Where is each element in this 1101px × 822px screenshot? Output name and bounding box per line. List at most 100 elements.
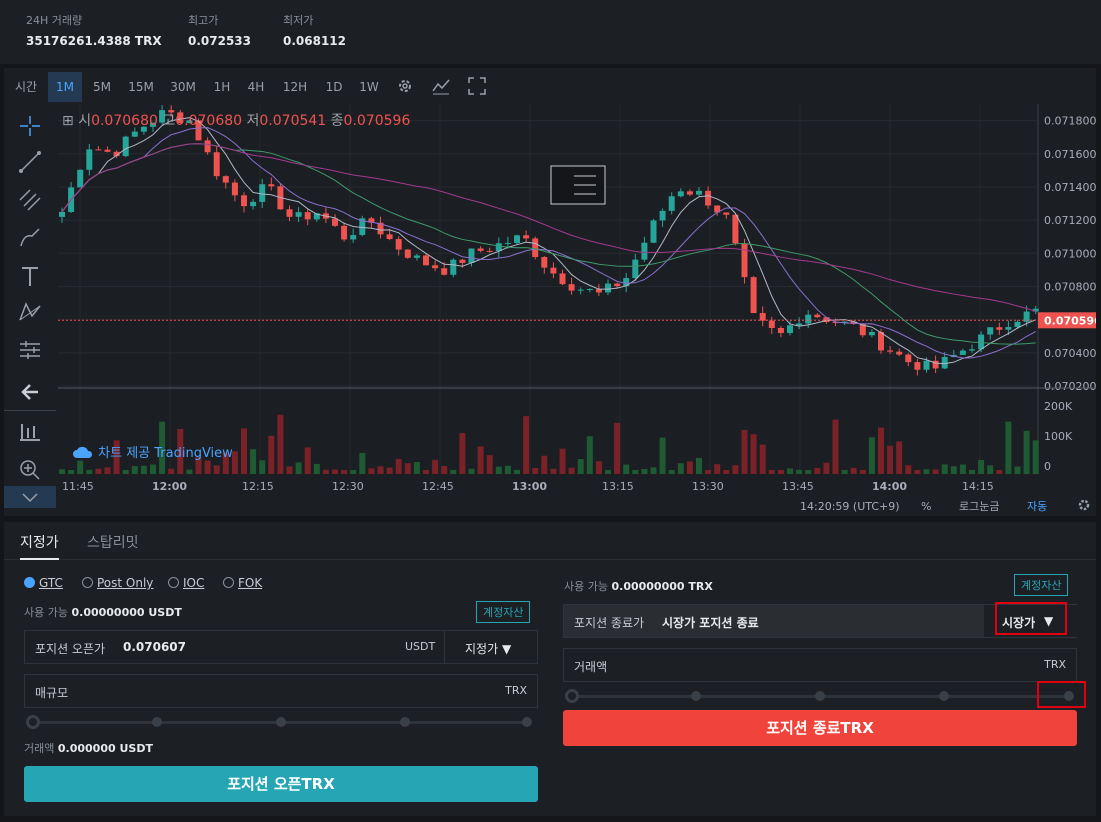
volume-bar [231, 451, 238, 474]
slider-knob-100[interactable] [1064, 691, 1074, 701]
time-tick-label: 14:00 [872, 480, 907, 493]
right-account-button[interactable]: 계정자산 [1014, 574, 1069, 596]
interval-5m[interactable]: 5M [93, 80, 111, 94]
left-account-button[interactable]: 계정자산 [476, 601, 531, 623]
close-amount-field[interactable]: 거래액 TRX [563, 648, 1077, 682]
slider-knob-75[interactable] [939, 691, 949, 701]
volume-bar [732, 465, 739, 474]
interval-1d[interactable]: 1D [325, 80, 343, 94]
chart-settings-gear-icon[interactable] [1077, 498, 1091, 512]
interval-1w[interactable]: 1W [359, 80, 379, 94]
open-position-button[interactable]: 포지션 오픈TRX [24, 766, 538, 802]
candles-icon[interactable] [18, 420, 42, 444]
open-price-field[interactable]: 포지션 오픈가 0.070607 USDT 지정가 ▼ [24, 630, 538, 664]
volume-bar [978, 460, 985, 474]
candle-body [477, 248, 484, 251]
size-field[interactable]: 매규모 TRX [24, 674, 538, 708]
volume-bar [595, 461, 602, 474]
volume-bar [832, 419, 839, 474]
slider-knob-50[interactable] [815, 691, 825, 701]
radio-dot [223, 577, 234, 588]
gear-icon[interactable] [396, 77, 414, 95]
interval-1m[interactable]: 1M [48, 72, 82, 102]
slider-knob-0[interactable] [26, 715, 40, 729]
fullscreen-icon[interactable] [468, 77, 486, 95]
right-amount-slider[interactable] [565, 689, 1075, 703]
slider-knob-75[interactable] [400, 717, 410, 727]
auto-scale-toggle[interactable]: 자동 [1026, 500, 1048, 513]
trendline-icon[interactable] [18, 150, 42, 174]
close-price-field[interactable]: 포지션 종료가 시장가 포지션 종료 시장가 ▼ [563, 604, 1077, 638]
tab-limit[interactable]: 지정가 [20, 532, 59, 560]
volume-bar [486, 455, 493, 474]
open-price-value[interactable]: 0.070607 [123, 640, 187, 654]
radio-post-only[interactable]: Post Only [82, 576, 153, 590]
measure-icon[interactable] [18, 338, 42, 362]
interval-4h[interactable]: 4H [247, 80, 265, 94]
low-value: 0.068112 [283, 34, 347, 48]
tools-collapse[interactable] [4, 486, 56, 508]
volume-bar [131, 466, 138, 474]
slider-knob-0[interactable] [565, 689, 579, 703]
volume-bar [1023, 430, 1030, 474]
radio-ioc[interactable]: IOC [168, 576, 204, 590]
slider-knob-50[interactable] [276, 717, 286, 727]
market-stats: 24H 거래량 35176261.4388 TRX 최고가 0.072533 최… [0, 0, 1101, 64]
volume-bar [68, 469, 75, 474]
log-scale-toggle[interactable]: 로그눈금 [958, 500, 1000, 513]
close-position-button[interactable]: 포지션 종료TRX [563, 710, 1077, 746]
slider-knob-100[interactable] [522, 717, 532, 727]
interval-30m[interactable]: 30M [170, 80, 196, 94]
indicator-icon[interactable] [432, 77, 450, 95]
slider-knob-25[interactable] [152, 717, 162, 727]
candle-body [969, 349, 975, 351]
moving-average-line [61, 143, 1036, 312]
candle-body [441, 268, 448, 275]
price-chart[interactable]: 0.071800 0.071600 0.071400 0.071200 0.071000… [4, 104, 1096, 516]
volume-bar [969, 469, 975, 474]
candle-body [1014, 321, 1021, 328]
tradingview-watermark[interactable]: 차트 제공 TradingView [72, 442, 233, 461]
candle-body [131, 131, 138, 137]
volume-label: 24H 거래량 [26, 14, 83, 27]
radio-fok[interactable]: FOK [223, 576, 262, 590]
brush-icon[interactable] [18, 226, 42, 250]
candle-body [659, 210, 666, 221]
radio-gtc[interactable]: GTC [24, 576, 63, 590]
volume-bar [705, 469, 712, 474]
candle-body [213, 152, 220, 177]
right-order-type-select[interactable]: 시장가 ▼ [984, 605, 1077, 637]
price-tick-label: 0.071000 [1044, 247, 1096, 260]
left-order-type-select[interactable]: 지정가 ▼ [465, 640, 511, 657]
radio-fok-label: FOK [238, 576, 263, 590]
pattern-icon[interactable] [18, 300, 42, 324]
close-amount-label: 거래액 [574, 660, 608, 674]
volume-bar [559, 448, 566, 474]
moving-average-line [61, 127, 1036, 359]
left-available: 사용 가능 0.00000000 USDT [24, 604, 182, 620]
candle-body [204, 140, 211, 153]
slider-knob-25[interactable] [691, 691, 701, 701]
volume-bar [632, 469, 639, 474]
volume-bar [59, 469, 65, 474]
left-size-slider[interactable] [26, 715, 536, 729]
percent-toggle[interactable]: % [921, 500, 932, 513]
interval-12h[interactable]: 12H [282, 80, 308, 94]
candle-body [978, 334, 985, 350]
candle-body [404, 249, 411, 258]
candle-body [77, 169, 84, 188]
fib-icon[interactable] [18, 188, 42, 212]
volume-bar [523, 416, 530, 474]
low-label: 최저가 [283, 14, 314, 27]
text-icon[interactable] [18, 264, 42, 288]
volume-bar [140, 465, 147, 474]
zoom-icon[interactable] [18, 458, 42, 482]
time-tick-label: 13:45 [782, 480, 814, 493]
radio-dot [82, 577, 93, 588]
interval-15m[interactable]: 15M [128, 80, 154, 94]
interval-1h[interactable]: 1H [213, 80, 231, 94]
candle-body [459, 259, 466, 263]
crosshair-icon[interactable] [18, 114, 42, 138]
back-arrow-icon[interactable] [18, 380, 42, 404]
tab-stop-limit[interactable]: 스탑리밋 [87, 535, 139, 551]
